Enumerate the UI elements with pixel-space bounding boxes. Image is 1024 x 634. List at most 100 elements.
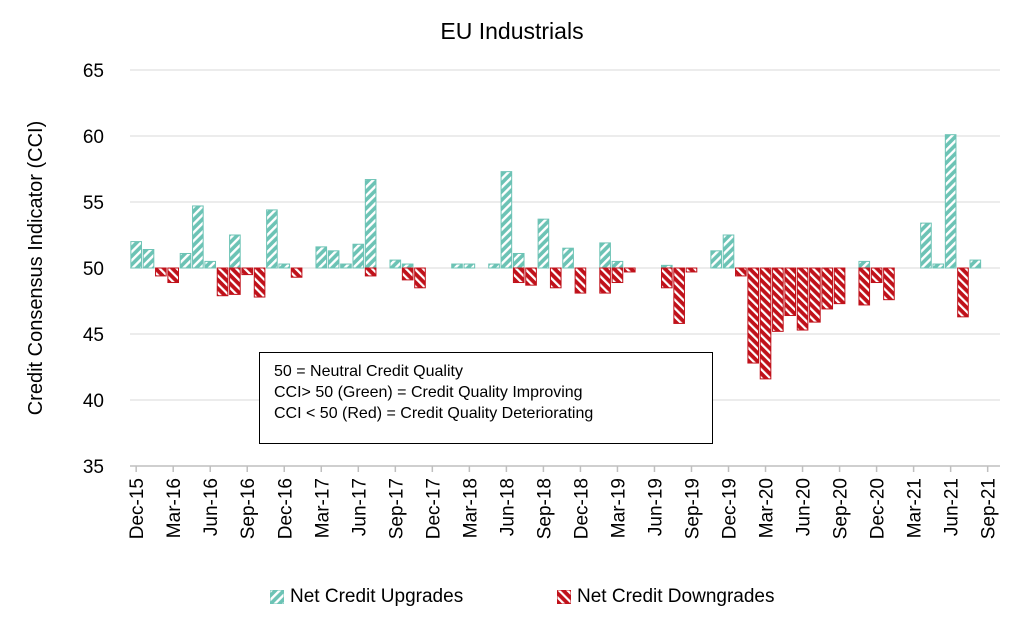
bar-upgrade	[130, 241, 142, 269]
bar-upgrade	[204, 260, 217, 269]
bar-downgrade	[833, 267, 846, 305]
legend-item-upgrades: Net Credit Upgrades	[270, 586, 463, 608]
x-tick-label: Mar-19	[608, 478, 629, 538]
bar-downgrade	[772, 267, 784, 332]
legend-swatch-downgrades	[557, 590, 571, 604]
bar-downgrade	[599, 267, 611, 294]
x-tick-label: Sep-20	[831, 478, 852, 539]
bar-upgrade	[327, 250, 340, 269]
bar-downgrade	[512, 267, 525, 284]
x-tick-label: Jun-21	[942, 478, 963, 536]
x-tick-label: Mar-16	[164, 478, 185, 538]
x-tick-label: Sep-21	[979, 478, 1000, 539]
bar-upgrade	[932, 263, 945, 269]
y-tick-label: 40	[83, 391, 104, 412]
x-tick-label: Jun-17	[349, 478, 370, 536]
x-tick-label: Jun-18	[497, 478, 518, 536]
bar-downgrade	[957, 267, 969, 318]
bar-downgrade	[155, 267, 167, 277]
bar-downgrade	[870, 267, 883, 284]
bar-upgrade	[463, 263, 476, 269]
chart-title: EU Industrials	[440, 18, 583, 44]
legend-item-downgrades: Net Credit Downgrades	[557, 586, 774, 608]
bar-downgrade	[253, 267, 266, 298]
annotation-line-1: 50 = Neutral Credit Quality	[274, 363, 463, 380]
x-tick-label: Mar-17	[312, 478, 333, 538]
x-tick-label: Sep-17	[386, 478, 407, 539]
bar-downgrade	[759, 267, 772, 380]
bar-upgrade	[969, 259, 982, 269]
bar-upgrade	[562, 247, 574, 269]
legend-swatch-upgrades	[270, 590, 284, 604]
bar-downgrade	[611, 267, 624, 284]
bar-upgrade	[179, 252, 192, 269]
legend-label-upgrades: Net Credit Upgrades	[290, 586, 464, 607]
y-axis-label: Credit Consensus Indicator (CCI)	[25, 121, 47, 416]
bar-upgrade	[389, 259, 402, 269]
y-tick-label: 35	[83, 457, 104, 478]
bar-upgrade	[192, 205, 204, 269]
x-tick-label: Dec-20	[868, 478, 889, 539]
x-tick-label: Sep-16	[238, 478, 259, 539]
bar-downgrade	[623, 267, 636, 273]
x-tick-label: Sep-18	[534, 478, 555, 539]
x-tick-label: Jun-16	[201, 478, 222, 536]
bar-upgrade	[401, 263, 414, 269]
x-tick-label: Mar-18	[460, 478, 481, 538]
bar-upgrade	[364, 179, 377, 269]
x-tick-label: Sep-19	[682, 478, 703, 539]
bar-upgrade	[315, 246, 328, 269]
y-tick-label: 45	[83, 325, 104, 346]
bar-upgrade	[512, 252, 525, 269]
bar-downgrade	[229, 267, 241, 295]
bar-downgrade	[821, 267, 834, 310]
bar-upgrade	[229, 234, 241, 269]
annotation-line-3: CCI < 50 (Red) = Credit Quality Deterior…	[274, 405, 594, 422]
bar-downgrade	[549, 267, 562, 289]
x-tick-label: Dec-19	[720, 478, 741, 539]
bar-downgrade	[673, 267, 685, 324]
bar-upgrade	[722, 234, 735, 269]
legend: Net Credit Upgrades Net Credit Downgrade…	[0, 586, 1024, 612]
x-tick-labels: Dec-15 Mar-16 Jun-16 Sep-16 Dec-16 Mar-17 Jun-…	[127, 478, 999, 539]
bar-downgrade	[809, 267, 821, 323]
bar-upgrade	[278, 263, 291, 269]
bar-upgrade	[142, 249, 155, 269]
y-tick-label: 55	[83, 193, 104, 214]
bar-downgrade	[364, 267, 377, 277]
x-tick-label: Dec-15	[127, 478, 148, 539]
y-tick-labels: 35 40 45 50 55 60 65	[83, 61, 104, 478]
x-tick-label: Dec-16	[275, 478, 296, 539]
bar-downgrade	[290, 267, 303, 278]
x-tick-label: Jun-19	[645, 478, 666, 536]
x-tick-label: Jun-20	[794, 478, 815, 536]
bar-upgrade	[599, 242, 611, 269]
bar-downgrade	[858, 267, 871, 306]
bar-downgrade	[735, 267, 747, 277]
bar-downgrade	[661, 267, 673, 289]
bar-upgrade	[500, 171, 513, 269]
y-tick-label: 65	[83, 61, 104, 82]
x-tick-label: Dec-17	[423, 478, 444, 539]
x-tick-label: Dec-18	[571, 478, 592, 539]
bar-downgrade	[401, 267, 414, 281]
bar-downgrade	[414, 267, 426, 289]
bar-upgrade	[537, 218, 550, 269]
y-tick-label: 50	[83, 259, 104, 280]
grid-lines	[130, 69, 1000, 401]
bar-upgrade	[488, 263, 500, 269]
x-tick-label: Mar-20	[757, 478, 778, 538]
bar-upgrade	[944, 134, 957, 269]
bar-upgrade	[710, 250, 722, 269]
bar-downgrade	[747, 267, 759, 364]
bar-upgrade	[451, 263, 463, 269]
bar-upgrade	[352, 243, 365, 269]
bar-downgrade	[574, 267, 587, 294]
bar-upgrade	[858, 260, 871, 269]
bar-downgrade	[685, 267, 698, 273]
bar-downgrade	[216, 267, 229, 297]
bar-upgrade	[611, 260, 624, 269]
legend-label-downgrades: Net Credit Downgrades	[577, 586, 775, 607]
bar-downgrade	[796, 267, 809, 331]
bars	[130, 134, 982, 380]
